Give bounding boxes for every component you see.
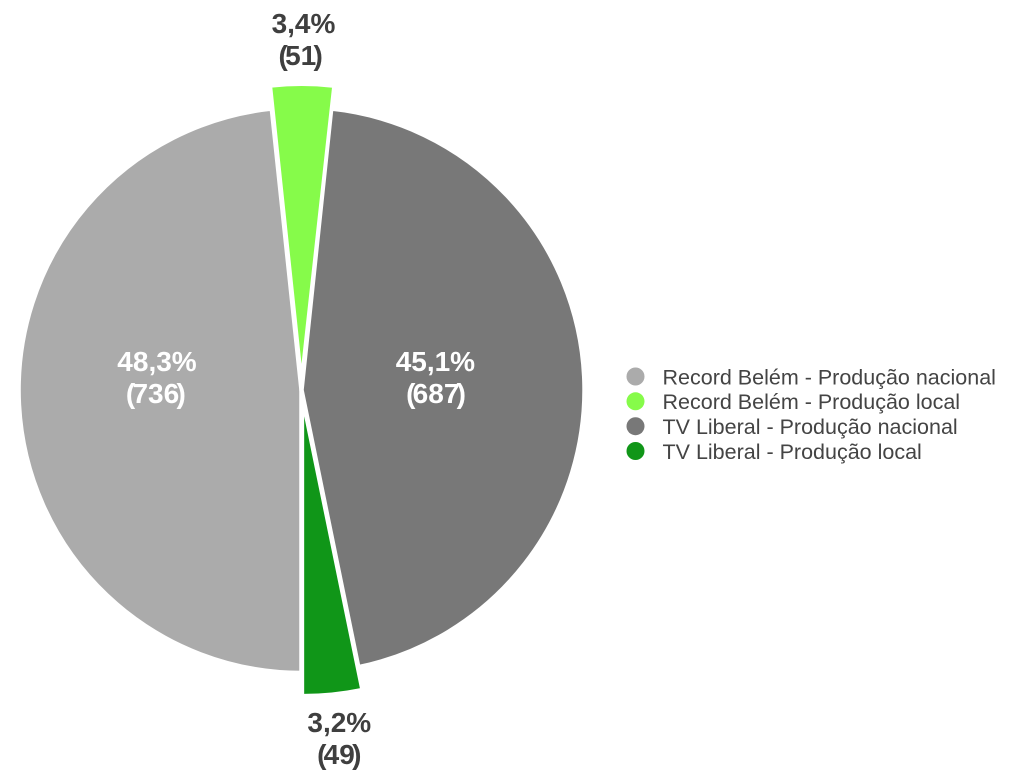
svg-text:Record Belém - Produção nacion: Record Belém - Produção nacional [663, 365, 996, 389]
svg-text:3,4%: 3,4% [272, 8, 336, 39]
svg-text:Record Belém - Produção local: Record Belém - Produção local [663, 390, 961, 414]
svg-text:45,1%: 45,1% [396, 346, 475, 377]
svg-text:48,3%: 48,3% [117, 346, 196, 377]
svg-text:(49): (49) [317, 739, 361, 770]
svg-text:(687): (687) [406, 378, 466, 409]
svg-text:3,2%: 3,2% [307, 707, 371, 738]
svg-text:TV Liberal - Produção local: TV Liberal - Produção local [663, 440, 922, 464]
svg-text:(736): (736) [126, 378, 186, 409]
svg-text:(51): (51) [279, 40, 323, 71]
svg-text:TV Liberal - Produção nacional: TV Liberal - Produção nacional [663, 415, 958, 439]
